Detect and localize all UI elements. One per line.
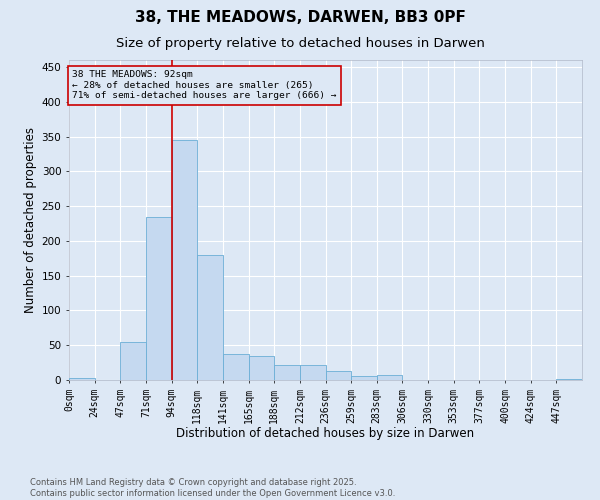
Bar xyxy=(351,376,377,380)
Bar xyxy=(172,140,197,380)
Text: 38, THE MEADOWS, DARWEN, BB3 0PF: 38, THE MEADOWS, DARWEN, BB3 0PF xyxy=(134,10,466,25)
Bar xyxy=(248,356,274,380)
Bar xyxy=(300,366,325,380)
Bar xyxy=(121,342,146,380)
X-axis label: Distribution of detached houses by size in Darwen: Distribution of detached houses by size … xyxy=(176,427,475,440)
Bar xyxy=(377,375,403,380)
Text: Size of property relative to detached houses in Darwen: Size of property relative to detached ho… xyxy=(116,38,484,51)
Bar xyxy=(325,371,351,380)
Text: Contains HM Land Registry data © Crown copyright and database right 2025.
Contai: Contains HM Land Registry data © Crown c… xyxy=(30,478,395,498)
Y-axis label: Number of detached properties: Number of detached properties xyxy=(25,127,37,313)
Bar xyxy=(556,378,582,380)
Bar xyxy=(197,255,223,380)
Text: 38 THE MEADOWS: 92sqm
← 28% of detached houses are smaller (265)
71% of semi-det: 38 THE MEADOWS: 92sqm ← 28% of detached … xyxy=(72,70,337,100)
Bar xyxy=(146,216,172,380)
Bar xyxy=(274,366,300,380)
Bar xyxy=(69,378,95,380)
Bar xyxy=(223,354,248,380)
